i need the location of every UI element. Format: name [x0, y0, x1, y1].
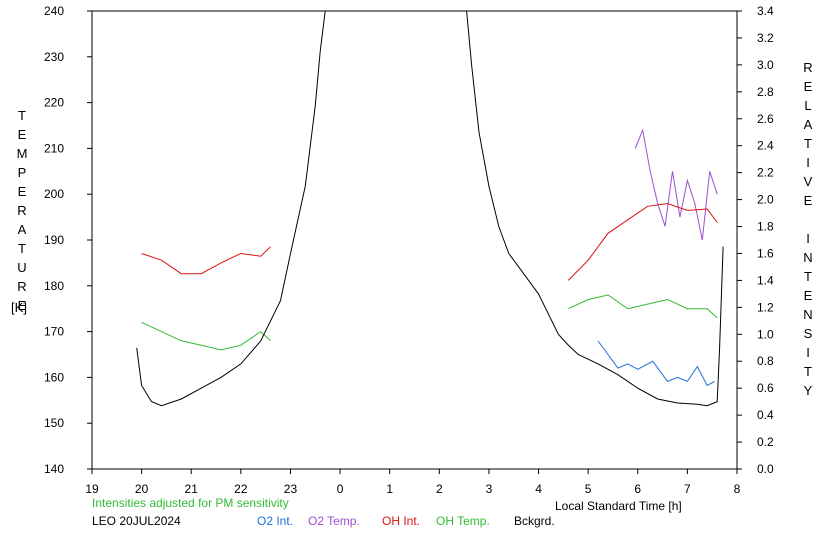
right-axis-tick-label: 2.6	[757, 112, 774, 126]
x-axis-tick-label: 21	[185, 482, 199, 496]
series-line-oh-int	[567, 203, 718, 281]
x-axis-tick-label: 8	[734, 482, 741, 496]
x-axis: 19 20 21 22 23 0 1 2 3 4 5 6 7 8	[85, 469, 741, 496]
right-axis-tick-label: 0.6	[757, 381, 774, 395]
right-axis-tick-label: 1.0	[757, 327, 774, 341]
left-axis-label: T E M P E R A T U R E	[16, 108, 28, 313]
legend-entry: O2 Int.	[257, 514, 294, 528]
legend-entry: Bckgrd.	[514, 514, 555, 528]
series-layer	[136, 10, 724, 407]
right-axis-label: R E L A T I V E I N T E N S I T Y	[803, 60, 813, 398]
right-axis-tick-label: 2.8	[757, 85, 774, 99]
x-axis-tick-label: 2	[436, 482, 443, 496]
x-axis-tick-label: 4	[535, 482, 542, 496]
left-axis-tick-label: 210	[44, 141, 64, 155]
left-axis-tick-label: 170	[44, 325, 64, 339]
x-axis-label: Local Standard Time [h]	[555, 499, 682, 513]
left-axis-tick-label: 240	[44, 4, 64, 18]
x-axis-tick-label: 6	[634, 482, 641, 496]
legend-entry: OH Temp.	[436, 514, 490, 528]
x-axis-tick-label: 3	[486, 482, 493, 496]
right-axis-tick-label: 3.2	[757, 31, 774, 45]
x-axis-tick-label: 1	[386, 482, 393, 496]
series-line-bckgrd	[136, 10, 724, 407]
right-axis-tick-label: 0.0	[757, 462, 774, 476]
legend-entry: OH Int.	[382, 514, 421, 528]
right-axis-tick-label: 2.4	[757, 139, 774, 153]
right-axis-tick-label: 3.0	[757, 58, 774, 72]
right-axis-tick-label: 1.8	[757, 220, 774, 234]
left-axis-tick-label: 180	[44, 279, 64, 293]
legend-entry: O2 Temp.	[308, 514, 360, 528]
sensitivity-note: Intensities adjusted for PM sensitivity	[92, 496, 289, 510]
x-axis-tick-label: 7	[684, 482, 691, 496]
right-axis-tick-label: 2.2	[757, 166, 774, 180]
left-axis-tick-label: 220	[44, 96, 64, 110]
x-axis-tick-label: 23	[284, 482, 298, 496]
right-axis: 0.0 0.2 0.4 0.6 0.8 1.0 1.2 1.4 1.6 1.8 2.0 2.2 2.4 2…	[737, 4, 774, 476]
right-axis-tick-label: 1.6	[757, 246, 774, 260]
left-axis-tick-label: 230	[44, 50, 64, 64]
left-axis: 140 150 160 170 180 190 200 210 220 230 240	[44, 4, 92, 476]
plot-frame	[91, 10, 738, 470]
right-axis-tick-label: 2.0	[757, 193, 774, 207]
left-axis-tick-label: 200	[44, 187, 64, 201]
series-line-oh-temp	[141, 321, 271, 351]
left-axis-tick-label: 190	[44, 233, 64, 247]
series-line-oh-int	[141, 246, 271, 275]
x-axis-tick-label: 0	[337, 482, 344, 496]
right-axis-tick-label: 0.4	[757, 408, 774, 422]
left-axis-unit: [K]	[11, 300, 27, 315]
x-axis-tick-label: 5	[585, 482, 592, 496]
series-line-o2-temp	[634, 128, 718, 241]
x-axis-tick-label: 22	[234, 482, 248, 496]
left-axis-tick-label: 160	[44, 370, 64, 384]
series-line-oh-temp	[568, 294, 718, 319]
left-axis-tick-label: 150	[44, 416, 64, 430]
series-line-o2-int	[597, 340, 715, 387]
right-axis-tick-label: 1.2	[757, 300, 774, 314]
right-axis-tick-label: 0.2	[757, 435, 774, 449]
x-axis-tick-label: 20	[135, 482, 149, 496]
right-axis-tick-label: 0.8	[757, 354, 774, 368]
station-date-label: LEO 20JUL2024	[92, 514, 181, 528]
right-axis-tick-label: 3.4	[757, 4, 774, 18]
x-axis-tick-label: 19	[85, 482, 99, 496]
right-axis-tick-label: 1.4	[757, 273, 774, 287]
left-axis-tick-label: 140	[44, 462, 64, 476]
